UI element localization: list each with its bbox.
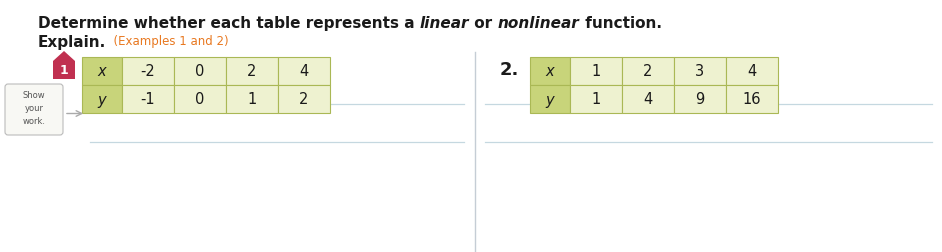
Text: x: x [98,64,106,79]
Bar [122,86,174,114]
Bar [278,86,330,114]
Bar [226,58,278,86]
Bar [278,58,330,86]
Bar [82,58,122,86]
Text: -2: -2 [140,64,155,79]
Bar [174,58,226,86]
Bar [53,62,75,80]
Text: 3: 3 [695,64,705,79]
Bar [530,58,570,86]
Text: linear: linear [420,16,469,31]
Bar [530,86,570,114]
Text: x: x [545,64,554,79]
Text: 1: 1 [248,92,256,107]
Bar [82,86,122,114]
Polygon shape [53,52,75,62]
Text: (Examples 1 and 2): (Examples 1 and 2) [106,35,229,48]
Bar [122,58,174,86]
Text: -1: -1 [140,92,155,107]
Text: 9: 9 [695,92,705,107]
Text: Determine whether each table represents a: Determine whether each table represents … [38,16,420,31]
Text: nonlinear: nonlinear [497,16,579,31]
Text: 4: 4 [747,64,756,79]
Text: 1: 1 [592,92,601,107]
Text: 4: 4 [643,92,653,107]
Bar [674,86,726,114]
Text: 16: 16 [742,92,761,107]
Bar [174,86,226,114]
Text: y: y [98,92,106,107]
Text: 0: 0 [195,64,204,79]
Text: 0: 0 [195,92,204,107]
Text: function.: function. [579,16,661,31]
Bar [726,58,778,86]
Bar [226,86,278,114]
Bar [622,86,674,114]
Text: 2: 2 [643,64,653,79]
Text: 1: 1 [59,63,69,76]
FancyBboxPatch shape [5,85,63,136]
Text: 2.: 2. [500,61,519,79]
Text: 2: 2 [300,92,309,107]
Text: 2: 2 [248,64,256,79]
Text: y: y [545,92,554,107]
Text: Show
your
work.: Show your work. [23,91,45,125]
Text: Explain.: Explain. [38,35,106,50]
Bar [622,58,674,86]
Text: or: or [469,16,497,31]
Bar [726,86,778,114]
Bar [570,86,622,114]
Text: 4: 4 [300,64,309,79]
Bar [570,58,622,86]
Bar [674,58,726,86]
Text: 1: 1 [592,64,601,79]
